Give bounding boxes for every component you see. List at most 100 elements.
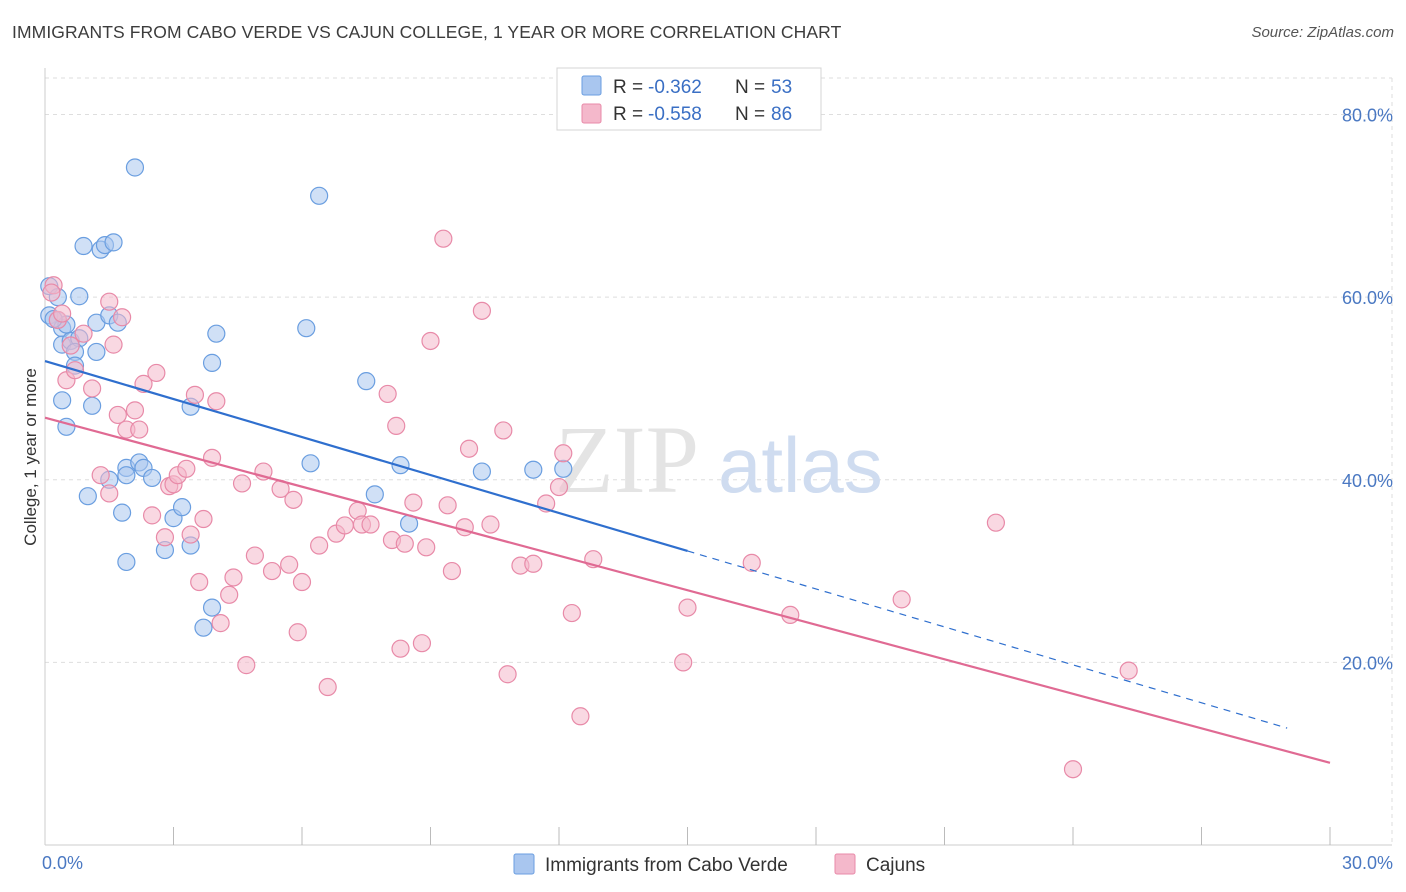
- data-point: [237, 656, 256, 675]
- x-tick-label: 30.0%: [1342, 853, 1393, 873]
- data-point: [459, 439, 479, 458]
- bottom-legend-label-cajuns: Cajuns: [866, 855, 925, 876]
- data-point: [104, 233, 123, 252]
- data-point: [498, 665, 517, 684]
- data-point: [562, 603, 581, 623]
- data-point: [421, 331, 440, 351]
- watermark-atlas: atlas: [718, 421, 883, 509]
- data-point: [674, 653, 693, 672]
- data-point: [142, 506, 162, 525]
- data-point: [284, 490, 303, 509]
- data-point: [310, 536, 329, 555]
- data-point: [494, 421, 513, 440]
- series-cabo-verde-points: [40, 158, 573, 637]
- data-point: [220, 585, 239, 604]
- data-point: [177, 459, 196, 478]
- source-label: Source: ZipAtlas.com: [1251, 24, 1394, 41]
- trend-lines: [44, 360, 1331, 764]
- data-point: [391, 639, 410, 658]
- legend-n-value-blue: 53: [771, 77, 792, 98]
- data-point: [678, 598, 697, 617]
- data-point: [387, 416, 406, 435]
- data-point: [83, 396, 102, 415]
- data-point: [554, 459, 573, 478]
- legend-r-label-blue: R =: [613, 77, 643, 98]
- legend-n-label-blue: N =: [735, 77, 765, 98]
- data-point: [455, 518, 474, 537]
- legend-n-value-pink: 86: [771, 104, 792, 125]
- trend-line-extension-blue: [687, 550, 1288, 729]
- data-point: [74, 236, 93, 256]
- data-point: [147, 363, 166, 383]
- data-point: [224, 568, 243, 587]
- data-point: [301, 454, 320, 473]
- data-point: [481, 515, 500, 534]
- data-point: [112, 503, 132, 522]
- data-point: [207, 324, 226, 343]
- data-point: [61, 336, 80, 355]
- trend-line-blue: [44, 360, 688, 553]
- data-point: [280, 555, 299, 574]
- trend-line-pink: [44, 416, 1331, 764]
- bottom-legend-swatch-blue: [513, 853, 535, 875]
- chart-title: IMMIGRANTS FROM CABO VERDE VS CAJUN COLL…: [12, 22, 842, 42]
- data-point: [211, 614, 230, 633]
- data-point: [524, 554, 543, 573]
- data-point: [181, 525, 200, 544]
- data-point: [112, 308, 132, 327]
- data-point: [117, 552, 136, 572]
- data-point: [74, 324, 93, 343]
- bottom-legend-swatch-pink: [834, 853, 856, 875]
- data-point: [78, 487, 97, 506]
- y-tick-label: 60.0%: [1342, 288, 1393, 308]
- data-point: [53, 391, 72, 410]
- legend-swatch-blue: [581, 75, 602, 96]
- bottom-legend-label-cabo-verde: Immigrants from Cabo Verde: [545, 855, 788, 876]
- data-point: [104, 335, 123, 354]
- data-point: [142, 468, 162, 488]
- data-point: [87, 342, 106, 362]
- legend-r-value-pink: -0.558: [648, 104, 702, 125]
- data-point: [442, 561, 462, 581]
- data-point: [194, 618, 213, 637]
- data-point: [318, 677, 337, 697]
- legend-swatch-pink: [581, 103, 602, 124]
- data-point: [130, 420, 149, 439]
- data-point: [781, 605, 800, 625]
- data-point: [288, 623, 307, 642]
- data-point: [549, 477, 569, 497]
- data-point: [986, 513, 1006, 532]
- data-point: [202, 598, 222, 617]
- data-point: [190, 572, 209, 592]
- legend: R = -0.362 N = 53 R = -0.558 N = 86: [556, 67, 822, 131]
- legend-r-label-pink: R =: [613, 104, 643, 125]
- data-point: [404, 493, 423, 512]
- data-point: [412, 634, 432, 653]
- y-tick-label: 40.0%: [1342, 471, 1393, 491]
- data-point: [194, 509, 213, 529]
- data-point: [83, 379, 102, 398]
- y-tick-label: 20.0%: [1342, 653, 1393, 673]
- data-point: [53, 304, 72, 323]
- data-point: [232, 474, 252, 493]
- data-point: [395, 534, 414, 553]
- data-point: [524, 460, 543, 479]
- tick-labels: 20.0% 40.0% 60.0% 80.0% 0.0% 30.0%: [42, 106, 1393, 873]
- y-tick-label: 80.0%: [1342, 106, 1393, 126]
- legend-n-label-pink: N =: [735, 104, 765, 125]
- data-point: [245, 546, 264, 565]
- data-point: [892, 590, 911, 609]
- data-point: [1119, 661, 1138, 680]
- data-point: [207, 392, 226, 411]
- data-point: [202, 353, 222, 372]
- data-point: [361, 515, 380, 534]
- data-point: [125, 401, 145, 420]
- data-point: [335, 516, 354, 535]
- data-point: [100, 292, 119, 311]
- data-point: [571, 707, 590, 726]
- legend-r-value-blue: -0.362: [648, 77, 702, 98]
- data-point: [42, 283, 61, 302]
- data-point: [91, 466, 110, 485]
- data-point: [185, 385, 205, 404]
